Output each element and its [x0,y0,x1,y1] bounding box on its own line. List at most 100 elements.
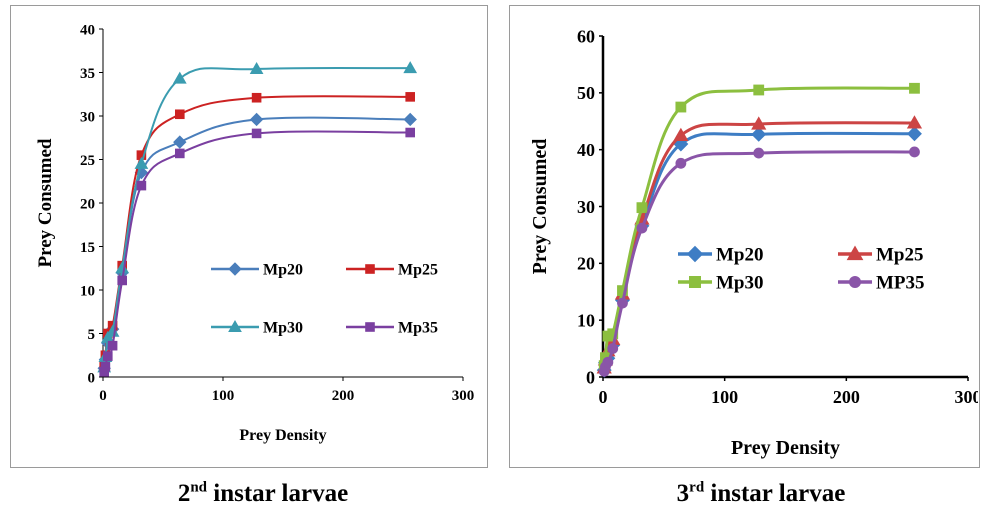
data-point [403,112,417,127]
caption-suffix: nd [190,479,207,496]
caption-suffix: rd [689,479,705,496]
data-point [175,148,185,159]
data-point [673,127,689,142]
data-point [602,356,614,368]
data-point [136,180,147,191]
legend-item: Mp20 [678,245,764,266]
data-point [107,340,118,351]
y-tick-label: 20 [577,254,595,274]
data-point [405,127,415,138]
legend-marker [365,264,375,274]
legend-marker [228,319,242,332]
caption-2nd-instar: 2nd instar larvae [168,480,358,508]
caption-number: 3 [676,480,690,507]
data-point [251,92,262,103]
caption-number: 2 [177,480,191,507]
y-tick-label: 30 [577,197,595,217]
y-tick-label: 15 [80,240,95,256]
y-tick-label: 10 [577,310,595,330]
data-point [617,285,628,297]
series-mp35 [99,127,415,377]
series-mp35 [598,146,920,377]
y-tick-label: 5 [88,327,96,343]
data-point [906,115,923,129]
y-axis-label: Prey Consumed [529,139,551,275]
chart-2nd-instar: 0 5 10 15 20 25 30 35 40 0 100 200 300 Prey Density Pr… [35,22,475,444]
legend-marker [686,245,704,263]
data-point [134,156,149,169]
x-tick-label: 200 [833,387,860,407]
x-tick-label: 0 [99,388,107,404]
data-point [172,71,187,84]
data-point [103,351,113,361]
legend-label: Mp35 [398,320,438,337]
y-tick-label: 30 [80,109,95,125]
legend-item: Mp25 [838,245,924,266]
legend-label: Mp30 [263,320,303,337]
legend-item: Mp30 [678,273,764,294]
data-point [751,126,767,142]
data-point [907,126,922,142]
caption-3rd-instar: 3rd instar larvae [661,480,861,508]
x-tick-label: 100 [711,387,738,407]
y-tick-label: 0 [88,370,96,386]
y-tick-label: 60 [577,26,595,46]
data-point [675,101,687,113]
legend-marker [846,245,864,261]
caption-text: instar larvae [704,480,846,507]
x-tick-label: 0 [599,387,608,407]
data-point [99,366,109,377]
y-tick-label: 40 [80,22,95,38]
chart-3rd-instar: 0 10 20 30 40 50 60 0 100 200 300 Prey Density Prey … [529,26,979,459]
data-point [607,343,619,354]
legend-marker [228,262,242,276]
x-tick-label: 300 [452,388,475,404]
legend-label: Mp20 [716,245,764,266]
data-point [636,202,648,214]
chart-panel-2nd-instar: 0 5 10 15 20 25 30 35 40 0 100 200 300 Prey Density Pr… [10,5,488,468]
data-point [173,135,187,149]
data-point [175,109,185,120]
data-point [909,146,920,158]
data-point [403,61,418,74]
data-point [617,297,628,309]
legend-label: Mp25 [876,245,924,266]
y-tick-label: 10 [80,283,95,299]
data-point [249,62,264,75]
legend-item: Mp25 [346,262,438,279]
data-point [753,84,765,96]
data-point [251,128,262,139]
series-line [103,66,411,368]
data-point [607,328,619,340]
x-tick-label: 300 [955,387,979,407]
data-point [751,116,767,130]
data-point [405,92,415,102]
y-tick-label: 50 [577,83,595,103]
legend-item: Mp30 [211,320,303,337]
series-line [103,116,411,369]
data-point [675,157,687,169]
x-tick-label: 100 [212,388,235,404]
x-axis-label: Prey Density [239,427,326,444]
legend-label: Mp20 [263,262,303,279]
legend-marker [849,276,861,288]
legend-item: MP35 [838,273,925,294]
x-tick-label: 200 [332,388,355,404]
data-point [100,361,111,372]
legend-marker [689,276,701,288]
x-axis-label: Prey Density [731,437,840,459]
legend-marker [365,322,375,332]
y-tick-label: 0 [586,367,595,387]
chart-panel-3rd-instar: 0 10 20 30 40 50 60 0 100 200 300 Prey Density Prey … [509,5,980,468]
legend-label: Mp25 [398,262,438,279]
data-point [636,222,648,234]
legend-label: Mp30 [716,273,764,294]
y-tick-label: 40 [577,140,595,160]
data-point [753,147,765,159]
legend-label: MP35 [876,273,925,294]
data-point [909,82,920,94]
caption-text: instar larvae [207,480,349,507]
series-line [103,130,411,373]
y-tick-label: 25 [80,153,95,169]
y-axis-label: Prey Consumed [35,138,56,267]
